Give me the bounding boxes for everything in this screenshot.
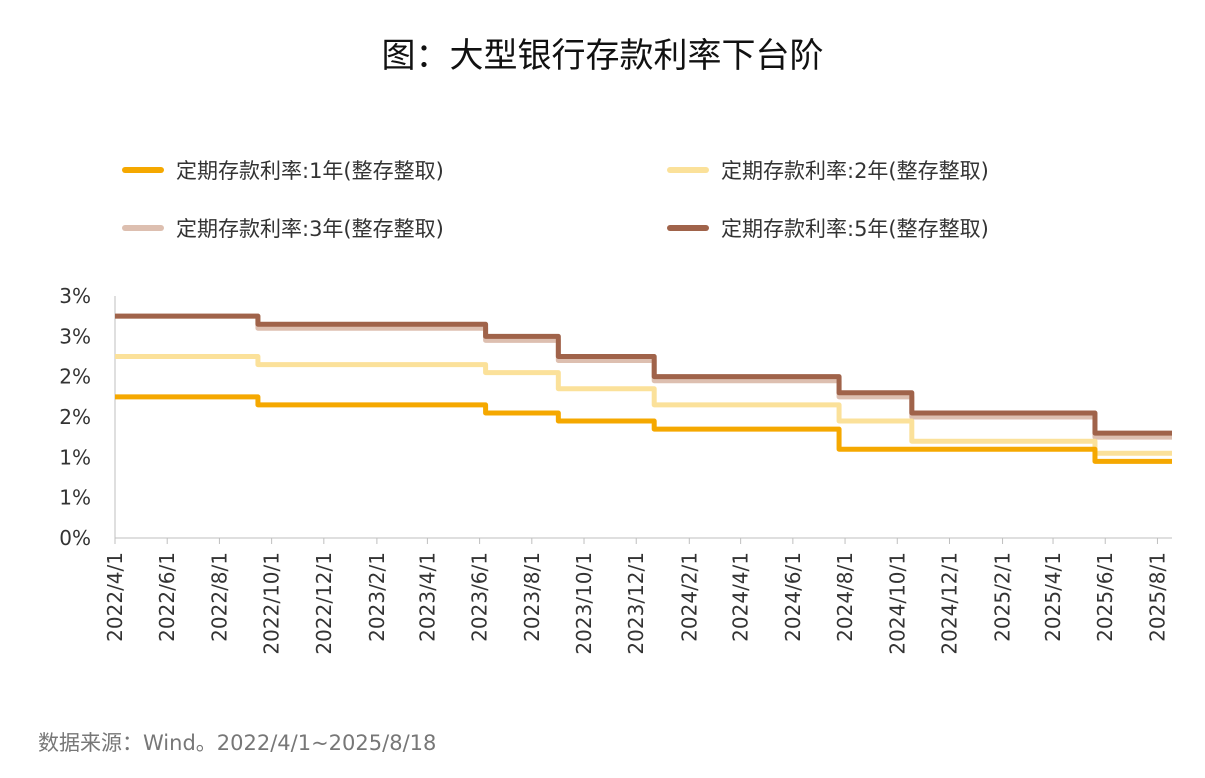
legend-item-3y: 定期存款利率:3年(整存整取) bbox=[122, 213, 444, 243]
legend-swatch-3y bbox=[122, 225, 164, 231]
x-tick-label: 2024/10/1 bbox=[885, 552, 909, 655]
chart-axes bbox=[114, 296, 1172, 539]
x-tick-label: 2024/6/1 bbox=[781, 552, 805, 642]
series-1y-line bbox=[115, 394, 1172, 464]
x-tick-label: 2023/4/1 bbox=[415, 552, 439, 642]
y-tick-label: 3% bbox=[59, 324, 91, 348]
legend-label-1y: 定期存款利率:1年(整存整取) bbox=[176, 159, 444, 183]
series-5y-line bbox=[115, 313, 1172, 436]
y-tick-label: 0% bbox=[59, 526, 91, 550]
x-tick-label: 2023/6/1 bbox=[468, 552, 492, 642]
legend-item-5y: 定期存款利率:5年(整存整取) bbox=[667, 213, 989, 243]
y-tick-label: 3% bbox=[59, 284, 91, 308]
x-tick-label: 2024/8/1 bbox=[833, 552, 857, 642]
x-tick-label: 2022/10/1 bbox=[260, 552, 284, 655]
legend-swatch-1y bbox=[122, 167, 164, 173]
x-tick-label: 2025/6/1 bbox=[1093, 552, 1117, 642]
legend-label-2y: 定期存款利率:2年(整存整取) bbox=[721, 159, 989, 183]
x-axis-ticks: 2022/4/1 2022/6/1 2022/8/1 2022/10/1 2022/12… bbox=[103, 538, 1169, 655]
x-tick-label: 2023/2/1 bbox=[365, 552, 389, 642]
x-tick-label: 2024/2/1 bbox=[677, 552, 701, 642]
y-tick-label: 1% bbox=[59, 486, 91, 510]
y-tick-label: 2% bbox=[59, 405, 91, 429]
legend-item-2y: 定期存款利率:2年(整存整取) bbox=[667, 155, 989, 185]
x-tick-label: 2022/12/1 bbox=[312, 552, 336, 655]
y-tick-label: 1% bbox=[59, 445, 91, 469]
x-tick-label: 2025/4/1 bbox=[1041, 552, 1065, 642]
series-2y-line bbox=[115, 354, 1172, 456]
y-axis-ticks: 0% 1% 1% 2% 2% 3% 3% bbox=[59, 284, 91, 550]
x-tick-label: 2023/10/1 bbox=[572, 552, 596, 655]
legend-swatch-5y bbox=[667, 225, 709, 231]
legend-label-5y: 定期存款利率:5年(整存整取) bbox=[721, 217, 989, 241]
x-tick-label: 2025/2/1 bbox=[991, 552, 1015, 642]
chart-series bbox=[115, 313, 1172, 464]
y-tick-label: 2% bbox=[59, 365, 91, 389]
x-tick-label: 2023/8/1 bbox=[520, 552, 544, 642]
x-tick-label: 2024/12/1 bbox=[937, 552, 961, 655]
x-tick-label: 2022/4/1 bbox=[103, 552, 127, 642]
x-tick-label: 2022/8/1 bbox=[207, 552, 231, 642]
legend-label-3y: 定期存款利率:3年(整存整取) bbox=[176, 217, 444, 241]
x-tick-label: 2024/4/1 bbox=[729, 552, 753, 642]
x-tick-label: 2023/12/1 bbox=[624, 552, 648, 655]
chart-title: 图：大型银行存款利率下台阶 bbox=[381, 36, 824, 76]
chart-legend: 定期存款利率:1年(整存整取) 定期存款利率:2年(整存整取) 定期存款利率:3… bbox=[0, 0, 1205, 260]
legend-item-1y: 定期存款利率:1年(整存整取) bbox=[122, 155, 444, 185]
source-note: 数据来源：Wind。2022/4/1~2025/8/18 bbox=[38, 731, 437, 755]
legend-swatch-2y bbox=[667, 167, 709, 173]
x-tick-label: 2025/8/1 bbox=[1145, 552, 1169, 642]
x-tick-label: 2022/6/1 bbox=[155, 552, 179, 642]
